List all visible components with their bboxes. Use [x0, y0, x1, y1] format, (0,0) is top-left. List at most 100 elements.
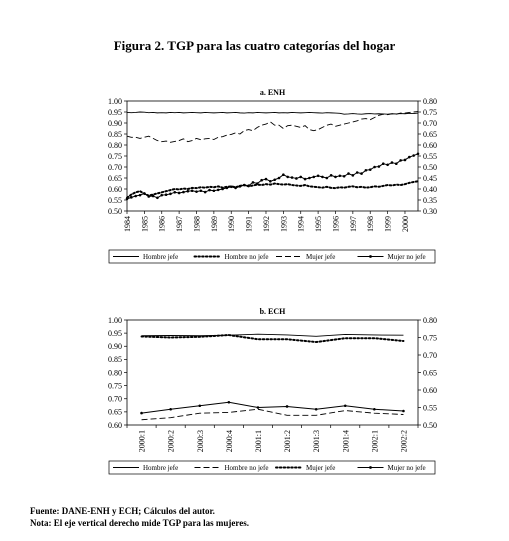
x-tick-label: 1991	[245, 216, 254, 232]
legend-marker	[369, 466, 372, 469]
x-tick-label: 2001:4	[341, 430, 350, 452]
data-point-mujer-no-jefe	[277, 176, 281, 180]
y-right-tick-label: 0.30	[423, 207, 437, 216]
data-point-mujer-no-jefe	[390, 161, 394, 164]
x-tick-label: 1992	[262, 216, 271, 232]
x-tick-label: 2000:4	[225, 430, 234, 452]
y-right-tick-label: 0.80	[423, 316, 437, 325]
data-point-mujer-no-jefe	[242, 183, 246, 187]
data-point-mujer-no-jefe	[364, 169, 368, 172]
x-tick-label: 2000	[401, 216, 410, 232]
x-tick-label: 1989	[210, 216, 219, 232]
x-tick-label: 1990	[227, 216, 236, 232]
data-point-mujer-no-jefe	[130, 196, 133, 199]
data-point-mujer-no-jefe	[147, 195, 151, 198]
y-left-tick-label: 0.80	[108, 368, 122, 377]
data-point-mujer-no-jefe	[256, 406, 260, 409]
data-point-mujer-no-jefe	[251, 181, 255, 184]
y-right-tick-label: 0.50	[423, 421, 437, 430]
y-left-tick-label: 0.85	[108, 130, 122, 139]
data-point-mujer-no-jefe	[125, 197, 129, 201]
series-line-hombre-no-jefe	[126, 180, 419, 199]
data-point-mujer-no-jefe	[203, 190, 207, 194]
legend-box	[108, 460, 436, 475]
data-point-mujer-no-jefe	[260, 178, 263, 182]
y-right-tick-label: 0.65	[423, 130, 437, 139]
y-right-tick-label: 0.60	[423, 141, 437, 150]
x-tick-label: 1998	[366, 216, 375, 232]
data-point-mujer-no-jefe	[225, 186, 229, 190]
data-point-mujer-no-jefe	[255, 182, 259, 185]
data-point-mujer-no-jefe	[238, 185, 242, 188]
x-tick-label: 1995	[314, 216, 323, 232]
data-point-mujer-no-jefe	[247, 184, 250, 187]
data-point-mujer-no-jefe	[338, 174, 342, 178]
data-point-mujer-no-jefe	[343, 404, 347, 408]
data-point-mujer-no-jefe	[198, 404, 202, 408]
x-tick-label: 2000:1	[138, 430, 147, 452]
data-point-mujer-no-jefe	[221, 187, 224, 191]
data-point-mujer-no-jefe	[169, 192, 172, 196]
data-point-mujer-no-jefe	[290, 176, 294, 179]
legend-label: Hombre jefe	[143, 253, 178, 261]
legend-label: Mujer no jefe	[388, 464, 426, 472]
data-point-mujer-no-jefe	[134, 194, 137, 198]
series-line-hombre-jefe	[126, 111, 419, 115]
legend-label: Hombre no jefe	[225, 253, 269, 261]
data-point-mujer-no-jefe	[402, 409, 405, 413]
y-right-tick-label: 0.55	[423, 152, 437, 161]
y-left-tick-label: 0.90	[108, 119, 122, 128]
legend-box	[108, 249, 436, 264]
y-right-tick-label: 0.40	[423, 185, 437, 194]
data-point-mujer-no-jefe	[195, 190, 198, 193]
y-right-tick-label: 0.65	[423, 368, 437, 377]
x-tick-label: 1993	[279, 216, 288, 232]
data-point-mujer-no-jefe	[190, 189, 194, 193]
legend-label: Mujer no jefe	[388, 253, 426, 261]
data-point-mujer-no-jefe	[360, 172, 363, 175]
data-point-mujer-no-jefe	[408, 155, 411, 159]
data-point-mujer-no-jefe	[151, 194, 155, 198]
figure-title: Figura 2. TGP para las cuatro categorías…	[113, 38, 396, 53]
x-tick-label: 2002:2	[399, 430, 408, 452]
data-point-mujer-no-jefe	[269, 180, 272, 183]
data-point-mujer-no-jefe	[216, 188, 220, 192]
data-point-mujer-no-jefe	[138, 193, 142, 197]
data-point-mujer-no-jefe	[394, 162, 398, 165]
y-right-tick-label: 0.35	[423, 196, 437, 205]
data-point-mujer-no-jefe	[368, 168, 372, 171]
x-tick-label: 1985	[140, 216, 149, 232]
data-point-mujer-no-jefe	[377, 165, 381, 168]
x-tick-label: 1994	[297, 216, 306, 232]
chart-panel-1: a. ENH 0.50 0.55 0.60 0.65 0.70 0.75 0.80 0.85 0.…	[108, 88, 437, 264]
data-point-mujer-no-jefe	[312, 175, 316, 179]
y-left-tick-label: 0.60	[108, 421, 122, 430]
data-point-mujer-no-jefe	[199, 189, 203, 193]
chart-panel-2: b. ECH 0.60 0.65 0.70 0.75 0.80 0.85 0.90 0.95 1.…	[108, 307, 437, 475]
y-left-tick-label: 0.85	[108, 355, 122, 364]
x-tick-label: 2001:3	[312, 430, 321, 452]
y-left-tick-label: 0.90	[108, 342, 122, 351]
x-tick-label: 2001:2	[283, 430, 292, 452]
data-point-mujer-no-jefe	[177, 191, 181, 195]
x-tick-label: 2001:1	[254, 430, 263, 452]
series-line-mujer-jefe	[126, 111, 419, 143]
data-point-mujer-no-jefe	[212, 189, 216, 193]
data-point-mujer-no-jefe	[386, 163, 389, 167]
data-point-mujer-no-jefe	[273, 178, 276, 182]
data-point-mujer-no-jefe	[373, 407, 376, 411]
data-point-mujer-no-jefe	[347, 172, 350, 175]
legend-marker	[369, 255, 372, 258]
y-left-tick-label: 0.60	[108, 185, 122, 194]
series-line-mujer-jefe	[140, 334, 405, 344]
series-line-mujer-no-jefe	[141, 401, 404, 414]
y-left-tick-label: 0.55	[108, 196, 122, 205]
data-point-mujer-no-jefe	[156, 196, 159, 200]
axis-note: Nota: El eje vertical derecho mide TGP p…	[30, 518, 249, 528]
source-note: Fuente: DANE-ENH y ECH; Cálculos del aut…	[30, 506, 215, 516]
data-point-mujer-no-jefe	[316, 174, 320, 178]
x-tick-label: 1988	[192, 216, 201, 232]
y-left-tick-label: 0.75	[108, 381, 122, 390]
data-point-mujer-no-jefe	[399, 159, 402, 162]
